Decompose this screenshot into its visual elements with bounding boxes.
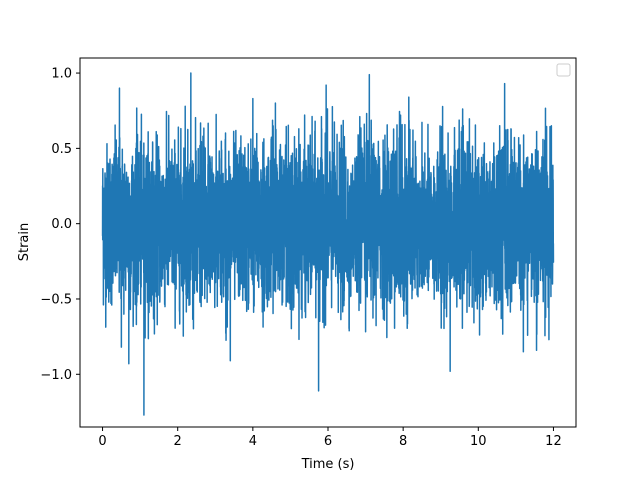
x-tick-label: 6 — [324, 434, 332, 449]
y-tick-label: 0.0 — [51, 217, 72, 232]
y-axis-label: Strain — [17, 223, 32, 262]
axes: 0 2 4 6 8 10 12 −1.0 −0.5 0.0 0.5 1.0 — [40, 57, 577, 449]
series-line-0 — [101, 72, 555, 416]
x-tick-label: 8 — [399, 434, 407, 449]
x-tick-label: 4 — [249, 434, 257, 449]
y-tick-label: −0.5 — [40, 292, 72, 307]
x-tick-label: 2 — [174, 434, 182, 449]
y-tick-label: 1.0 — [51, 67, 72, 82]
plot-area — [101, 72, 555, 416]
y-tick-label: 0.5 — [51, 142, 72, 157]
legend — [556, 63, 571, 77]
x-tick-label: 0 — [98, 434, 106, 449]
x-tick-label: 10 — [470, 434, 487, 449]
x-axis-label: Time (s) — [301, 457, 355, 472]
y-tick-label: −1.0 — [40, 368, 72, 383]
x-tick-label: 12 — [545, 434, 562, 449]
